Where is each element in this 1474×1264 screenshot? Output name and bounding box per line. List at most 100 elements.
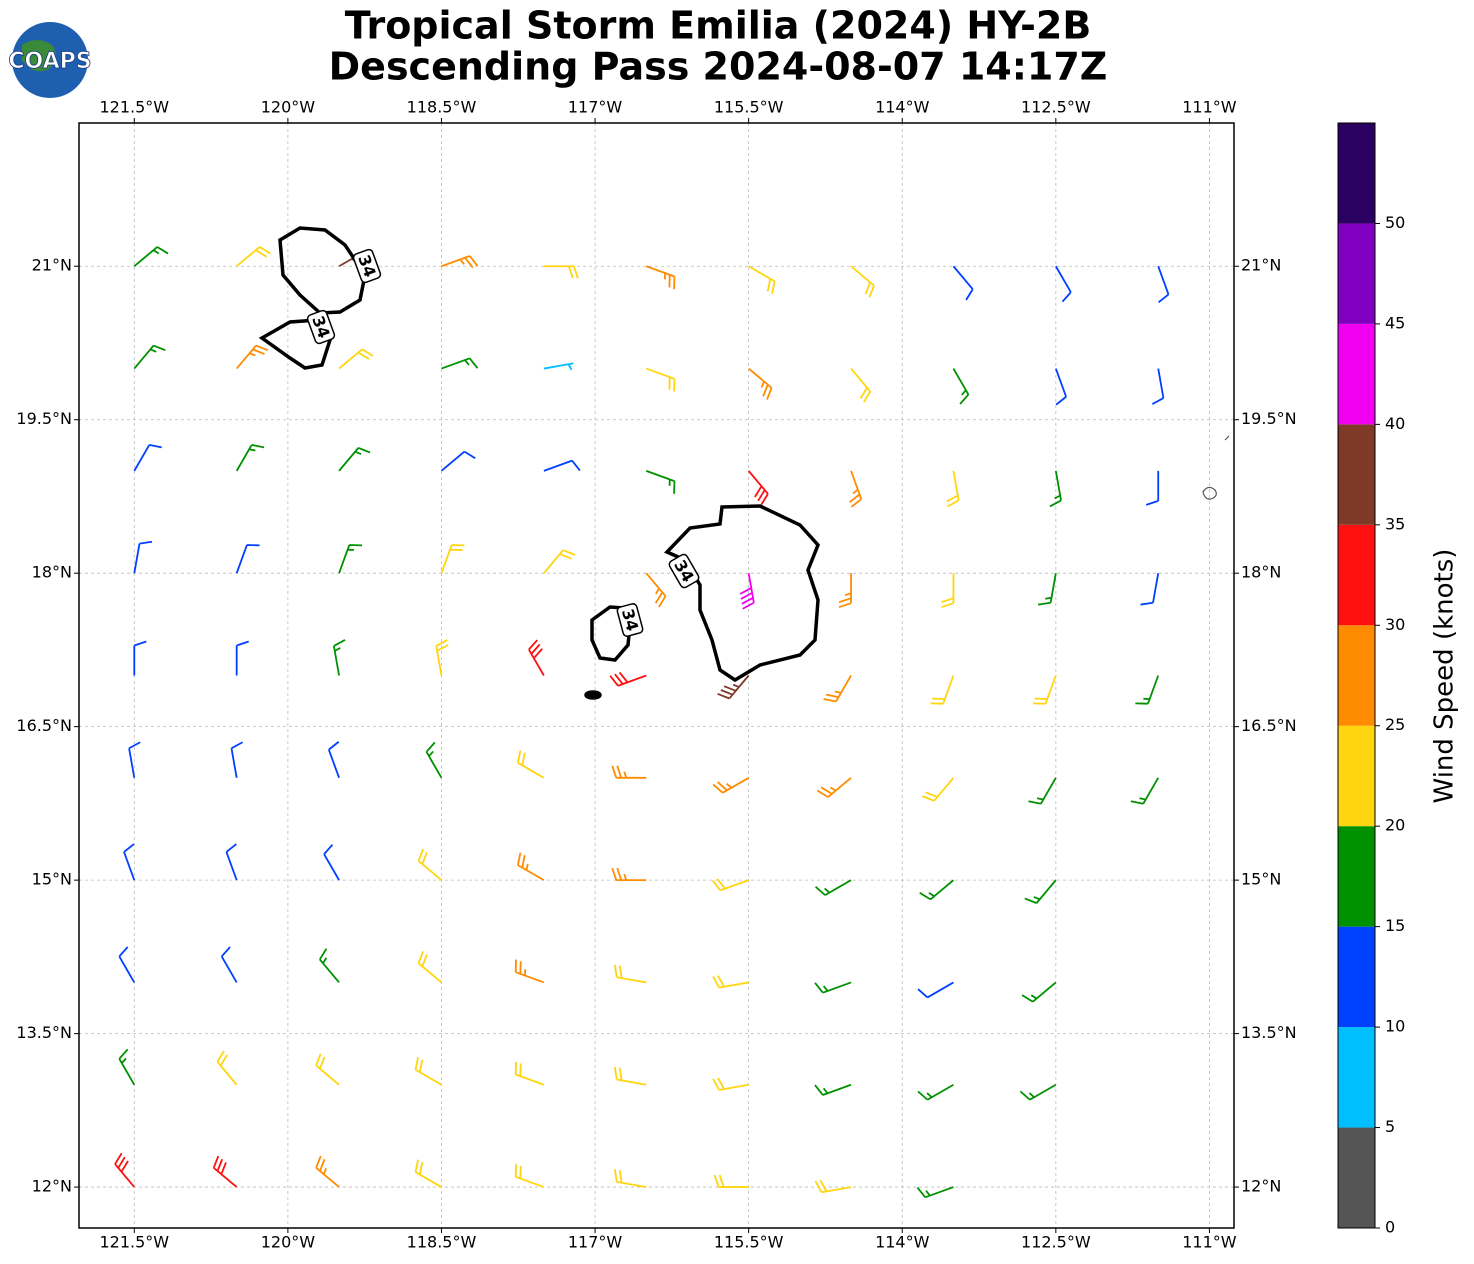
wind-barb xyxy=(611,765,647,779)
wind-barb xyxy=(332,639,346,676)
wind-barb xyxy=(713,1174,749,1188)
x-tick-label: 112.5°W xyxy=(1021,1233,1091,1252)
wind-barb xyxy=(435,639,449,676)
wind-barb xyxy=(414,1159,442,1188)
logo-land xyxy=(22,40,56,72)
wind-barb xyxy=(717,674,750,700)
x-tick-label: 117°W xyxy=(568,98,623,117)
wind-barb xyxy=(543,549,576,574)
wind-barb xyxy=(1019,1083,1057,1101)
wind-barb xyxy=(225,843,238,881)
chart-subtitle: Descending Pass 2024-08-07 14:17Z xyxy=(329,45,1108,89)
wind-barb xyxy=(236,246,271,267)
colorbar-tick-label: 45 xyxy=(1385,313,1405,332)
wind-barb xyxy=(919,879,955,901)
colorbar-tick-label: 20 xyxy=(1385,816,1405,835)
plot-area: 121.5°W 121.5°W 120°W 120°W 118.5°W 118.5°W 11… xyxy=(16,98,1296,1252)
wind-barb xyxy=(823,675,852,703)
colorbar-segment xyxy=(1338,625,1375,726)
wind-barb xyxy=(814,981,852,994)
wind-barb xyxy=(514,1061,545,1086)
plot-frame xyxy=(78,122,1235,1229)
y-tick-label: 13.5°N xyxy=(1241,1023,1297,1042)
wind-barb xyxy=(645,470,676,494)
logo-text: COAPS xyxy=(8,49,91,74)
wind-barb xyxy=(114,1152,135,1188)
x-tick-label: 121.5°W xyxy=(99,98,169,117)
colorbar-tick-label: 5 xyxy=(1385,1117,1395,1136)
label-bg xyxy=(306,309,336,345)
colorbar-segment xyxy=(1338,1127,1375,1228)
x-tick-label: 115.5°W xyxy=(714,1233,784,1252)
wind-barb xyxy=(528,639,545,676)
wind-barb xyxy=(517,852,545,881)
label-bg xyxy=(352,248,382,284)
wind-barb xyxy=(220,946,238,983)
colorbar: 0 5 10 15 20 25 30 35 40 45 50 xyxy=(1337,122,1405,1237)
wind-barb xyxy=(645,265,676,290)
wind-barb xyxy=(440,544,465,574)
wind-barb xyxy=(815,879,852,896)
wind-barb xyxy=(1054,368,1067,406)
wind-barb xyxy=(1024,879,1057,904)
wind-barb xyxy=(1032,675,1057,705)
isotach-34 xyxy=(258,226,821,700)
x-tick-label: 114°W xyxy=(875,1233,930,1252)
wind-barb xyxy=(417,951,443,984)
y-tick-label: 19.5°N xyxy=(1241,409,1297,428)
wind-barb xyxy=(319,948,340,984)
wind-barb xyxy=(917,1083,954,1101)
wind-barb xyxy=(1021,981,1057,1003)
colorbar-segment xyxy=(1338,1027,1375,1128)
wind-barb xyxy=(230,741,244,778)
x-tick-label: 114°W xyxy=(875,98,930,117)
y-tick-label: 21°N xyxy=(1241,256,1281,275)
wind-barb xyxy=(128,741,141,778)
wind-barb xyxy=(1151,368,1165,405)
wind-barb xyxy=(440,450,476,472)
wind-barb xyxy=(441,255,479,269)
x-tick-label: 120°W xyxy=(261,98,316,117)
wind-barb xyxy=(1157,265,1170,304)
wind-barb xyxy=(747,470,769,506)
wind-barb xyxy=(315,1053,340,1086)
coastline xyxy=(1202,435,1230,500)
wind-barb xyxy=(922,777,955,802)
wind-barb xyxy=(613,964,647,984)
wind-barb xyxy=(916,1186,954,1199)
wind-barb xyxy=(711,878,749,892)
y-tick-label: 19.5°N xyxy=(16,409,72,428)
colorbar-tick-label: 30 xyxy=(1385,615,1405,634)
x-tick-label: 115.5°W xyxy=(714,98,784,117)
wind-barb xyxy=(118,946,136,983)
colorbar-segment xyxy=(1338,826,1375,927)
wind-barb xyxy=(133,444,162,472)
wind-barb xyxy=(1037,573,1057,606)
x-tick-label: 121.5°W xyxy=(99,1233,169,1252)
y-tick-label: 12°N xyxy=(32,1177,72,1196)
wind-barb xyxy=(235,544,260,574)
wind-barb xyxy=(748,367,773,400)
wind-barb xyxy=(118,1048,136,1086)
colorbar-segment xyxy=(1338,424,1375,525)
wind-barb xyxy=(814,1179,852,1194)
contour-line xyxy=(258,318,332,370)
x-tick-label: 117°W xyxy=(568,1233,623,1252)
colorbar-tick-label: 35 xyxy=(1385,514,1405,533)
y-tick-label: 12°N xyxy=(1241,1177,1281,1196)
colorbar-label: Wind Speed (knots) xyxy=(1430,549,1460,804)
y-tick-label: 15°N xyxy=(1241,870,1281,889)
wind-barb xyxy=(514,959,545,984)
wind-barb xyxy=(425,741,443,779)
x-tick-label: 111°W xyxy=(1182,1233,1237,1252)
wind-barb xyxy=(1145,470,1160,506)
colorbar-segment xyxy=(1338,123,1375,224)
colorbar-segment xyxy=(1338,323,1375,425)
contour-blob xyxy=(584,690,602,700)
y-tick-label: 18°N xyxy=(32,563,72,582)
x-tick-label: 120°W xyxy=(261,1233,316,1252)
colorbar-segment xyxy=(1338,725,1375,827)
contour-label-box: 34 xyxy=(352,248,382,284)
colorbar-tick-label: 0 xyxy=(1385,1218,1395,1237)
wind-barb xyxy=(414,1057,442,1086)
